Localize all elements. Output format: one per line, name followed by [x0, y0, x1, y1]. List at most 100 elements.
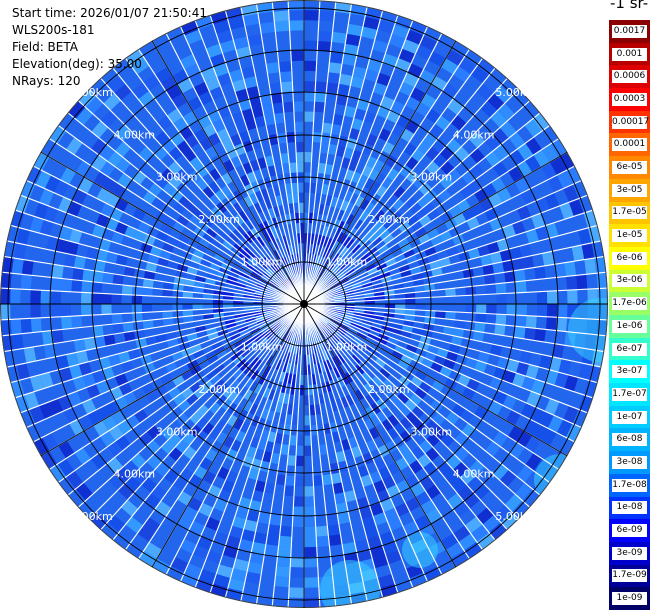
radar-data-cell: [322, 122, 333, 134]
radar-data-cell: [264, 544, 279, 556]
radar-data-cell: [327, 347, 335, 359]
radar-data-cell: [259, 21, 276, 34]
radar-data-cell: [531, 379, 545, 395]
radar-data-cell: [516, 304, 527, 316]
radar-data-cell: [227, 578, 246, 592]
radar-ray-line: [67, 303, 305, 496]
radar-data-cell: [182, 304, 193, 311]
radar-data-cell: [304, 81, 316, 92]
radar-data-cell: [231, 516, 247, 530]
radar-data-cell: [207, 267, 219, 276]
radar-data-cell: [377, 573, 395, 588]
radar-ray-line: [32, 165, 305, 305]
radar-data-cell: [490, 177, 506, 193]
radar-data-cell: [263, 365, 272, 377]
radar-data-cell: [431, 380, 445, 393]
radar-data-cell: [59, 225, 73, 242]
colorbar-segment: 6e-08: [609, 428, 650, 452]
radar-data-cell: [39, 188, 55, 206]
radar-data-cell: [340, 374, 350, 386]
radar-data-cell: [258, 278, 269, 286]
radar-data-cell: [465, 285, 477, 296]
radar-ray-line: [10, 303, 305, 384]
radar-data-cell: [114, 141, 131, 158]
radar-data-cell: [190, 343, 203, 354]
radar-data-cell: [374, 258, 386, 268]
radar-data-cell: [182, 505, 199, 521]
radar-data-cell: [499, 120, 517, 139]
radar-data-cell: [330, 317, 341, 325]
radar-data-cell: [11, 258, 24, 275]
radar-data-cell: [195, 177, 209, 192]
radar-data-cell: [359, 325, 371, 333]
radar-data-cell: [442, 326, 455, 336]
radar-data-cell: [331, 314, 342, 321]
radar-data-cell: [492, 261, 505, 274]
radar-data-cell: [375, 225, 387, 237]
radar-data-cell: [324, 381, 333, 393]
radar-data-cell: [344, 371, 354, 383]
radar-data-cell: [352, 288, 364, 294]
radar-data-cell: [92, 325, 104, 338]
radar-data-cell: [394, 253, 406, 263]
colorbar-segment: 1.7e-06: [609, 292, 650, 316]
radar-data-cell: [222, 240, 234, 251]
radar-data-cell: [239, 271, 250, 280]
radar-data-cell: [233, 213, 245, 226]
radar-data-cell: [453, 525, 471, 542]
radar-data-cell: [214, 189, 227, 202]
radar-data-cell: [545, 316, 557, 331]
radar-data-cell: [233, 558, 250, 572]
radar-data-cell: [335, 327, 345, 336]
radar-ray-line: [303, 303, 429, 582]
radar-data-cell: [185, 202, 199, 215]
radar-data-cell: [292, 506, 304, 517]
radar-data-cell: [285, 362, 292, 374]
radar-data-cell: [354, 265, 366, 274]
radar-data-cell: [193, 386, 207, 399]
colorbar: 0.0017 0.001 0.0006 0.0003 0.00017 0.0001 6e-0…: [609, 20, 650, 610]
radar-data-cell: [287, 331, 294, 342]
radar-data-cell: [57, 458, 75, 477]
radar-ray-line: [303, 77, 508, 305]
radar-data-cell: [380, 248, 392, 259]
radar-ray-line: [100, 77, 305, 305]
radar-data-cell: [180, 572, 199, 588]
radar-ray-line: [240, 6, 305, 305]
radar-data-cell: [425, 108, 441, 124]
radar-data-cell: [285, 255, 292, 267]
radar-ray-line: [124, 303, 305, 551]
radar-ray-line: [303, 303, 337, 607]
radar-data-cell: [327, 72, 341, 84]
radar-data-cell: [213, 20, 231, 35]
radar-data-cell: [324, 337, 332, 348]
range-label: 4.00km: [114, 468, 156, 481]
radar-data-cell: [514, 177, 530, 194]
radar-ray-line: [32, 303, 305, 443]
radar-data-cell: [78, 414, 94, 431]
radar-data-cell: [525, 137, 542, 155]
colorbar-segment: 6e-05: [609, 156, 650, 180]
radar-data-cell: [493, 144, 509, 162]
radar-data-cell: [160, 426, 176, 441]
radar-data-cell: [345, 394, 355, 406]
radar-data-cell: [162, 317, 174, 327]
radar-data-cell: [20, 274, 32, 290]
radar-data-cell: [361, 516, 377, 530]
radar-data-cell: [291, 414, 299, 426]
radar-data-cell: [397, 237, 410, 249]
radar-ray-line: [303, 0, 321, 305]
radar-data-cell: [453, 66, 471, 83]
radar-data-cell: [241, 529, 256, 542]
radar-data-cell: [66, 470, 84, 489]
radar-data-cell: [359, 506, 373, 520]
radar-data-cell: [404, 398, 417, 412]
range-label: 1.00km: [326, 256, 368, 269]
radar-data-cell: [263, 256, 273, 267]
radar-data-cell: [13, 242, 27, 260]
radar-ray-line: [303, 10, 384, 305]
radar-data-cell: [318, 341, 325, 352]
radar-data-cell: [452, 500, 470, 518]
radar-data-cell: [540, 428, 557, 446]
radar-data-cell: [83, 337, 96, 351]
